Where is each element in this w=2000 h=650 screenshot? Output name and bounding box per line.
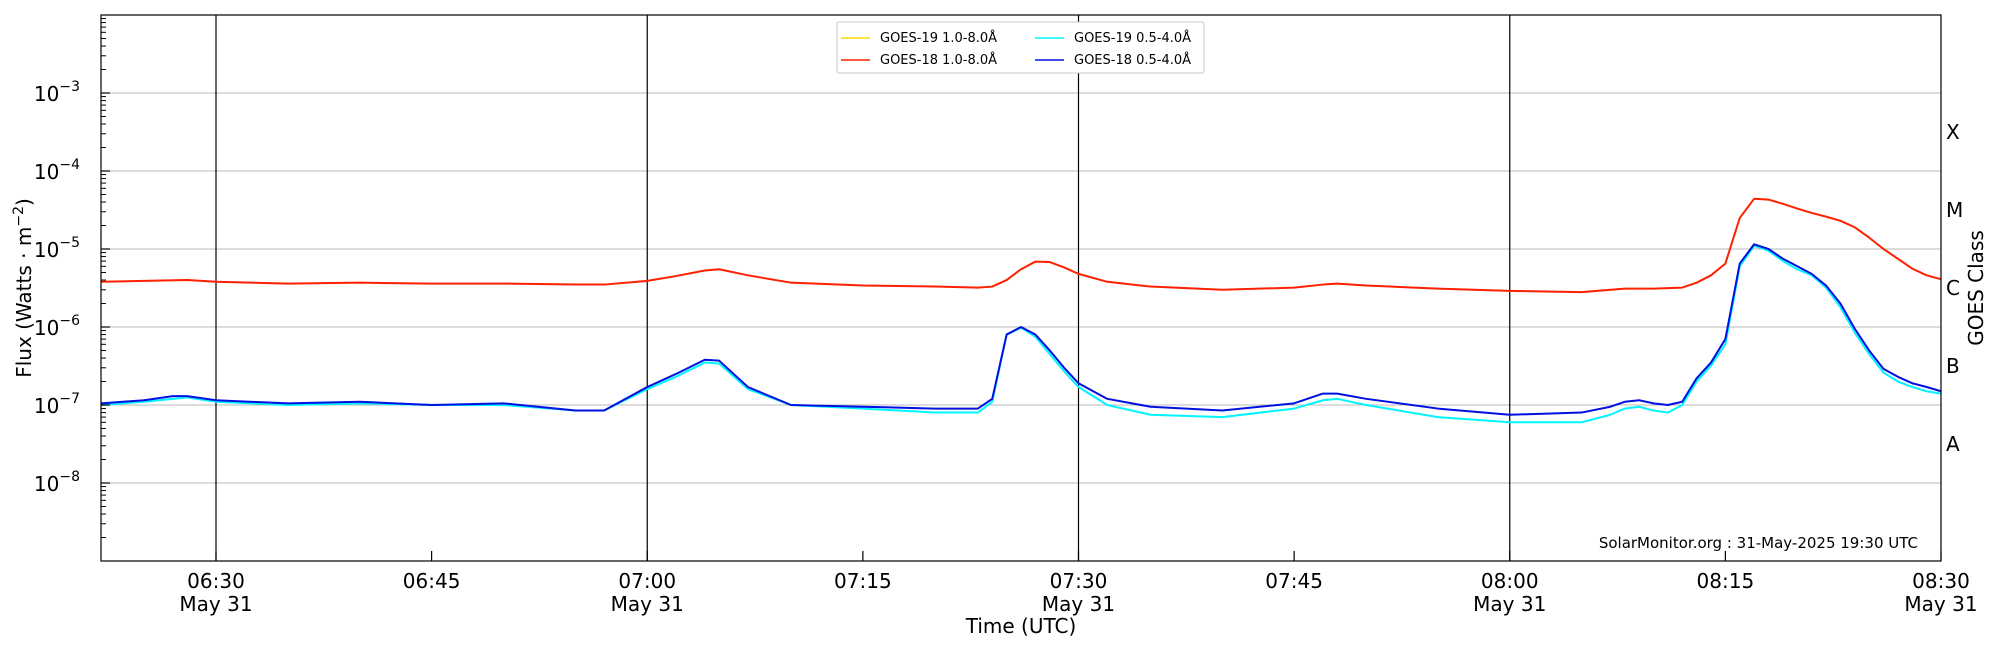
series-line-2 <box>100 244 1942 424</box>
x-tick-date-label: May 31 <box>611 592 684 616</box>
y-tick-exponent: −6 <box>59 313 80 329</box>
goes-class-label: C <box>1946 276 1960 300</box>
day-boundary-lines <box>215 15 1511 561</box>
plot-frame <box>100 14 1942 562</box>
y-tick-label: 10−8 <box>34 469 80 496</box>
goes-class-axis-title: GOES Class <box>1964 230 1988 346</box>
legend-frame <box>836 21 1205 74</box>
y-tick-exponent: −5 <box>59 235 80 251</box>
x-axis-title: Time (UTC) <box>965 614 1077 638</box>
x-tick-label: 08:15 <box>1697 569 1755 593</box>
y-tick-label: 10−4 <box>34 157 80 184</box>
y-tick-base: 10 <box>34 160 59 184</box>
y-tick-base: 10 <box>34 472 59 496</box>
series-lines <box>100 197 1942 424</box>
y-axis-title-main: Flux (Watts · m <box>12 227 36 378</box>
y-tick-label: 10−7 <box>34 391 80 418</box>
x-tick-label: 06:30 <box>187 569 245 593</box>
goes-class-label: A <box>1946 432 1960 456</box>
y-tick-exponent: −8 <box>59 469 80 485</box>
x-tick-date-label: May 31 <box>1904 592 1977 616</box>
x-tick-date-label: May 31 <box>1473 592 1546 616</box>
x-tick-label: 07:30 <box>1050 569 1108 593</box>
y-tick-base: 10 <box>34 82 59 106</box>
y-tick-base: 10 <box>34 316 59 340</box>
y-tick-label: 10−6 <box>34 313 80 340</box>
y-tick-base: 10 <box>34 238 59 262</box>
y-tick-exponent: −4 <box>59 157 80 173</box>
goes-class-label: M <box>1946 198 1963 222</box>
goes-class-label: X <box>1946 120 1960 144</box>
legend-label-goes19-long: GOES-19 1.0-8.0Å <box>880 30 997 46</box>
axis-ticks <box>101 18 1942 561</box>
x-tick-label: 07:45 <box>1265 569 1323 593</box>
x-tick-label: 08:30 <box>1912 569 1970 593</box>
y-axis-title-end: ) <box>12 198 36 206</box>
y-tick-labels: 10−810−710−610−510−410−3 <box>34 79 80 496</box>
series-line-1 <box>100 197 1942 294</box>
y-tick-label: 10−3 <box>34 79 80 106</box>
legend-label-goes18-short: GOES-18 0.5-4.0Å <box>1074 52 1191 68</box>
x-tick-label: 07:00 <box>618 569 676 593</box>
goes-class-labels: A B C M X <box>1946 120 1963 456</box>
credit-text: SolarMonitor.org : 31-May-2025 19:30 UTC <box>1599 534 1918 552</box>
x-tick-label: 07:15 <box>834 569 892 593</box>
y-axis-title-exponent: −2 <box>11 206 27 227</box>
y-axis-title: Flux (Watts · m−2) <box>11 198 36 378</box>
series-line-3 <box>100 243 1942 416</box>
legend: GOES-19 1.0-8.0Å GOES-18 1.0-8.0Å GOES-1… <box>836 21 1205 74</box>
y-tick-exponent: −7 <box>59 391 80 407</box>
y-tick-base: 10 <box>34 394 59 418</box>
x-tick-date-label: May 31 <box>179 592 252 616</box>
goes-class-label: B <box>1946 354 1960 378</box>
x-tick-date-label: May 31 <box>1042 592 1115 616</box>
y-tick-exponent: −3 <box>59 79 80 95</box>
legend-label-goes18-long: GOES-18 1.0-8.0Å <box>880 52 997 68</box>
legend-label-goes19-short: GOES-19 0.5-4.0Å <box>1074 30 1191 46</box>
y-tick-label: 10−5 <box>34 235 80 262</box>
x-tick-label: 06:45 <box>403 569 461 593</box>
x-tick-label: 08:00 <box>1481 569 1539 593</box>
